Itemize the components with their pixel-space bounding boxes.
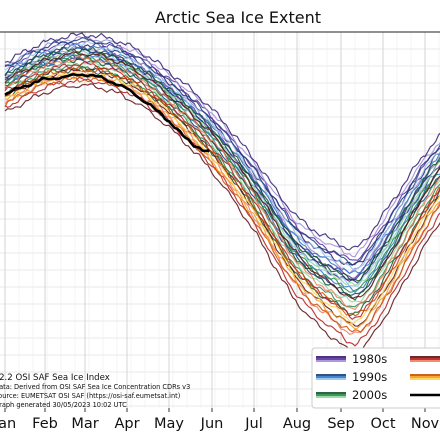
x-axis: Jan Feb Mar Apr May Jun Jul Aug Sep Oct Nov <box>0 408 440 440</box>
legend-entry-2000s: 2000s <box>316 388 387 402</box>
series-line-2023 <box>4 72 211 153</box>
legend-entry-2010s: 2010s <box>410 356 440 362</box>
series-line-1990s <box>4 37 440 266</box>
legend-label: 1980s <box>352 352 387 366</box>
note-generated: Graph generated 30/05/2023 10:02 UTC <box>0 401 127 409</box>
x-tick-label: Nov <box>411 416 440 432</box>
x-tick-label: Sep <box>327 416 354 432</box>
series-line-1980s <box>4 35 440 258</box>
x-tick-label: Jan <box>0 416 16 432</box>
x-tick-label: Oct <box>370 416 395 432</box>
series-line-2020s <box>4 70 440 325</box>
x-axis-band <box>0 408 440 440</box>
chart-title: Arctic Sea Ice Extent <box>155 8 321 27</box>
legend-entry-1980s: 1980s <box>316 352 387 366</box>
legend-entry-2020s: 2020s <box>410 374 440 380</box>
series-line-1980s <box>4 41 440 266</box>
x-tick-label: Mar <box>71 416 98 432</box>
series-line-2020s <box>4 76 440 333</box>
x-tick-label: Aug <box>283 416 311 432</box>
x-tick-label: Jul <box>244 416 263 432</box>
series-2023 <box>4 72 211 153</box>
series-line-2000s <box>4 60 440 303</box>
note-source: Source: EUMETSAT OSI SAF (https://osi-sa… <box>0 392 180 400</box>
series-line-1990s <box>4 43 440 275</box>
series-line-2010s <box>4 51 440 300</box>
series-line-2000s <box>4 50 440 286</box>
series-line-1980s <box>4 32 440 251</box>
series-line-2010s <box>4 60 440 321</box>
x-tick-label: May <box>154 416 184 432</box>
x-tick-label: Feb <box>32 416 58 432</box>
x-tick-label: Apr <box>114 416 139 432</box>
series-2020s <box>4 65 440 333</box>
data-notes: v2.2 OSI SAF Sea Ice Index Data: Derived… <box>0 373 190 409</box>
legend-entry-1990s: 1990s <box>316 370 387 384</box>
series-line-2020s <box>4 65 440 317</box>
x-tick-label: Jun <box>200 416 224 432</box>
legend: 1980s 1990s 2000s 2010s 2020s 2023 <box>311 347 440 409</box>
series-line-1990s <box>4 40 440 271</box>
note-version: v2.2 OSI SAF Sea Ice Index <box>0 373 110 383</box>
series-1990s <box>4 37 440 297</box>
series-line-2020s <box>4 72 440 330</box>
legend-entry-2023: 2023 <box>410 393 440 397</box>
legend-label: 2000s <box>352 388 387 402</box>
series-line-2010s <box>4 83 440 354</box>
series-layer <box>4 32 440 354</box>
note-data: Data: Derived from OSI SAF Sea Ice Conce… <box>0 383 190 391</box>
legend-label: 1990s <box>352 370 387 384</box>
series-line-2010s <box>4 54 440 311</box>
series-line-2000s <box>4 46 440 282</box>
